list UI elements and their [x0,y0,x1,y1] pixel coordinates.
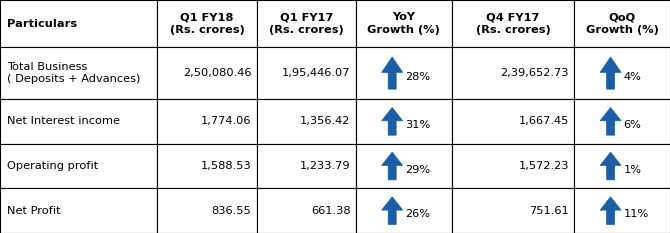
Bar [574,47,670,99]
Bar [257,47,356,99]
Text: Net Profit: Net Profit [7,206,60,216]
Text: 31%: 31% [405,120,430,130]
Text: Operating profit: Operating profit [7,161,98,171]
Bar [574,144,670,188]
Text: 2,50,080.46: 2,50,080.46 [183,68,251,78]
Polygon shape [600,152,621,180]
Text: 4%: 4% [624,72,641,82]
Text: 1,667.45: 1,667.45 [519,116,569,126]
Polygon shape [382,107,403,135]
Text: 1,233.79: 1,233.79 [299,161,350,171]
Text: 11%: 11% [624,209,649,219]
Bar [257,188,356,233]
Polygon shape [382,57,403,89]
Bar [257,99,356,144]
Bar [0,99,157,144]
Bar [356,144,452,188]
Bar [452,188,574,233]
Bar [157,144,257,188]
Text: Net Interest income: Net Interest income [7,116,120,126]
Bar [452,99,574,144]
Bar [0,0,157,47]
Text: 1,95,446.07: 1,95,446.07 [282,68,350,78]
Bar [157,0,257,47]
Text: Q4 FY17
(Rs. crores): Q4 FY17 (Rs. crores) [476,12,550,35]
Text: 26%: 26% [405,209,430,219]
Text: Particulars: Particulars [7,19,77,28]
Bar [452,144,574,188]
Polygon shape [382,152,403,180]
Text: 6%: 6% [624,120,641,130]
Polygon shape [600,197,621,225]
Bar [157,188,257,233]
Bar [356,47,452,99]
Text: QoQ
Growth (%): QoQ Growth (%) [586,12,659,35]
Bar [257,144,356,188]
Bar [574,0,670,47]
Text: 751.61: 751.61 [529,206,569,216]
Polygon shape [382,197,403,225]
Bar [574,188,670,233]
Text: Q1 FY17
(Rs. crores): Q1 FY17 (Rs. crores) [269,12,344,35]
Bar [356,99,452,144]
Bar [574,99,670,144]
Text: Total Business
( Deposits + Advances): Total Business ( Deposits + Advances) [7,62,140,84]
Text: 1,572.23: 1,572.23 [519,161,569,171]
Text: 29%: 29% [405,164,430,175]
Bar [0,188,157,233]
Polygon shape [600,107,621,135]
Bar [356,0,452,47]
Text: 1,774.06: 1,774.06 [201,116,251,126]
Text: 1,588.53: 1,588.53 [200,161,251,171]
Bar [452,0,574,47]
Bar [157,47,257,99]
Bar [356,188,452,233]
Text: 2,39,652.73: 2,39,652.73 [500,68,569,78]
Bar [257,0,356,47]
Text: Q1 FY18
(Rs. crores): Q1 FY18 (Rs. crores) [170,12,245,35]
Bar [157,99,257,144]
Text: YoY
Growth (%): YoY Growth (%) [367,12,440,35]
Text: 28%: 28% [405,72,430,82]
Bar [0,47,157,99]
Bar [0,144,157,188]
Text: 836.55: 836.55 [212,206,251,216]
Bar [452,47,574,99]
Text: 1,356.42: 1,356.42 [300,116,350,126]
Polygon shape [600,57,621,89]
Text: 661.38: 661.38 [311,206,350,216]
Text: 1%: 1% [624,164,642,175]
